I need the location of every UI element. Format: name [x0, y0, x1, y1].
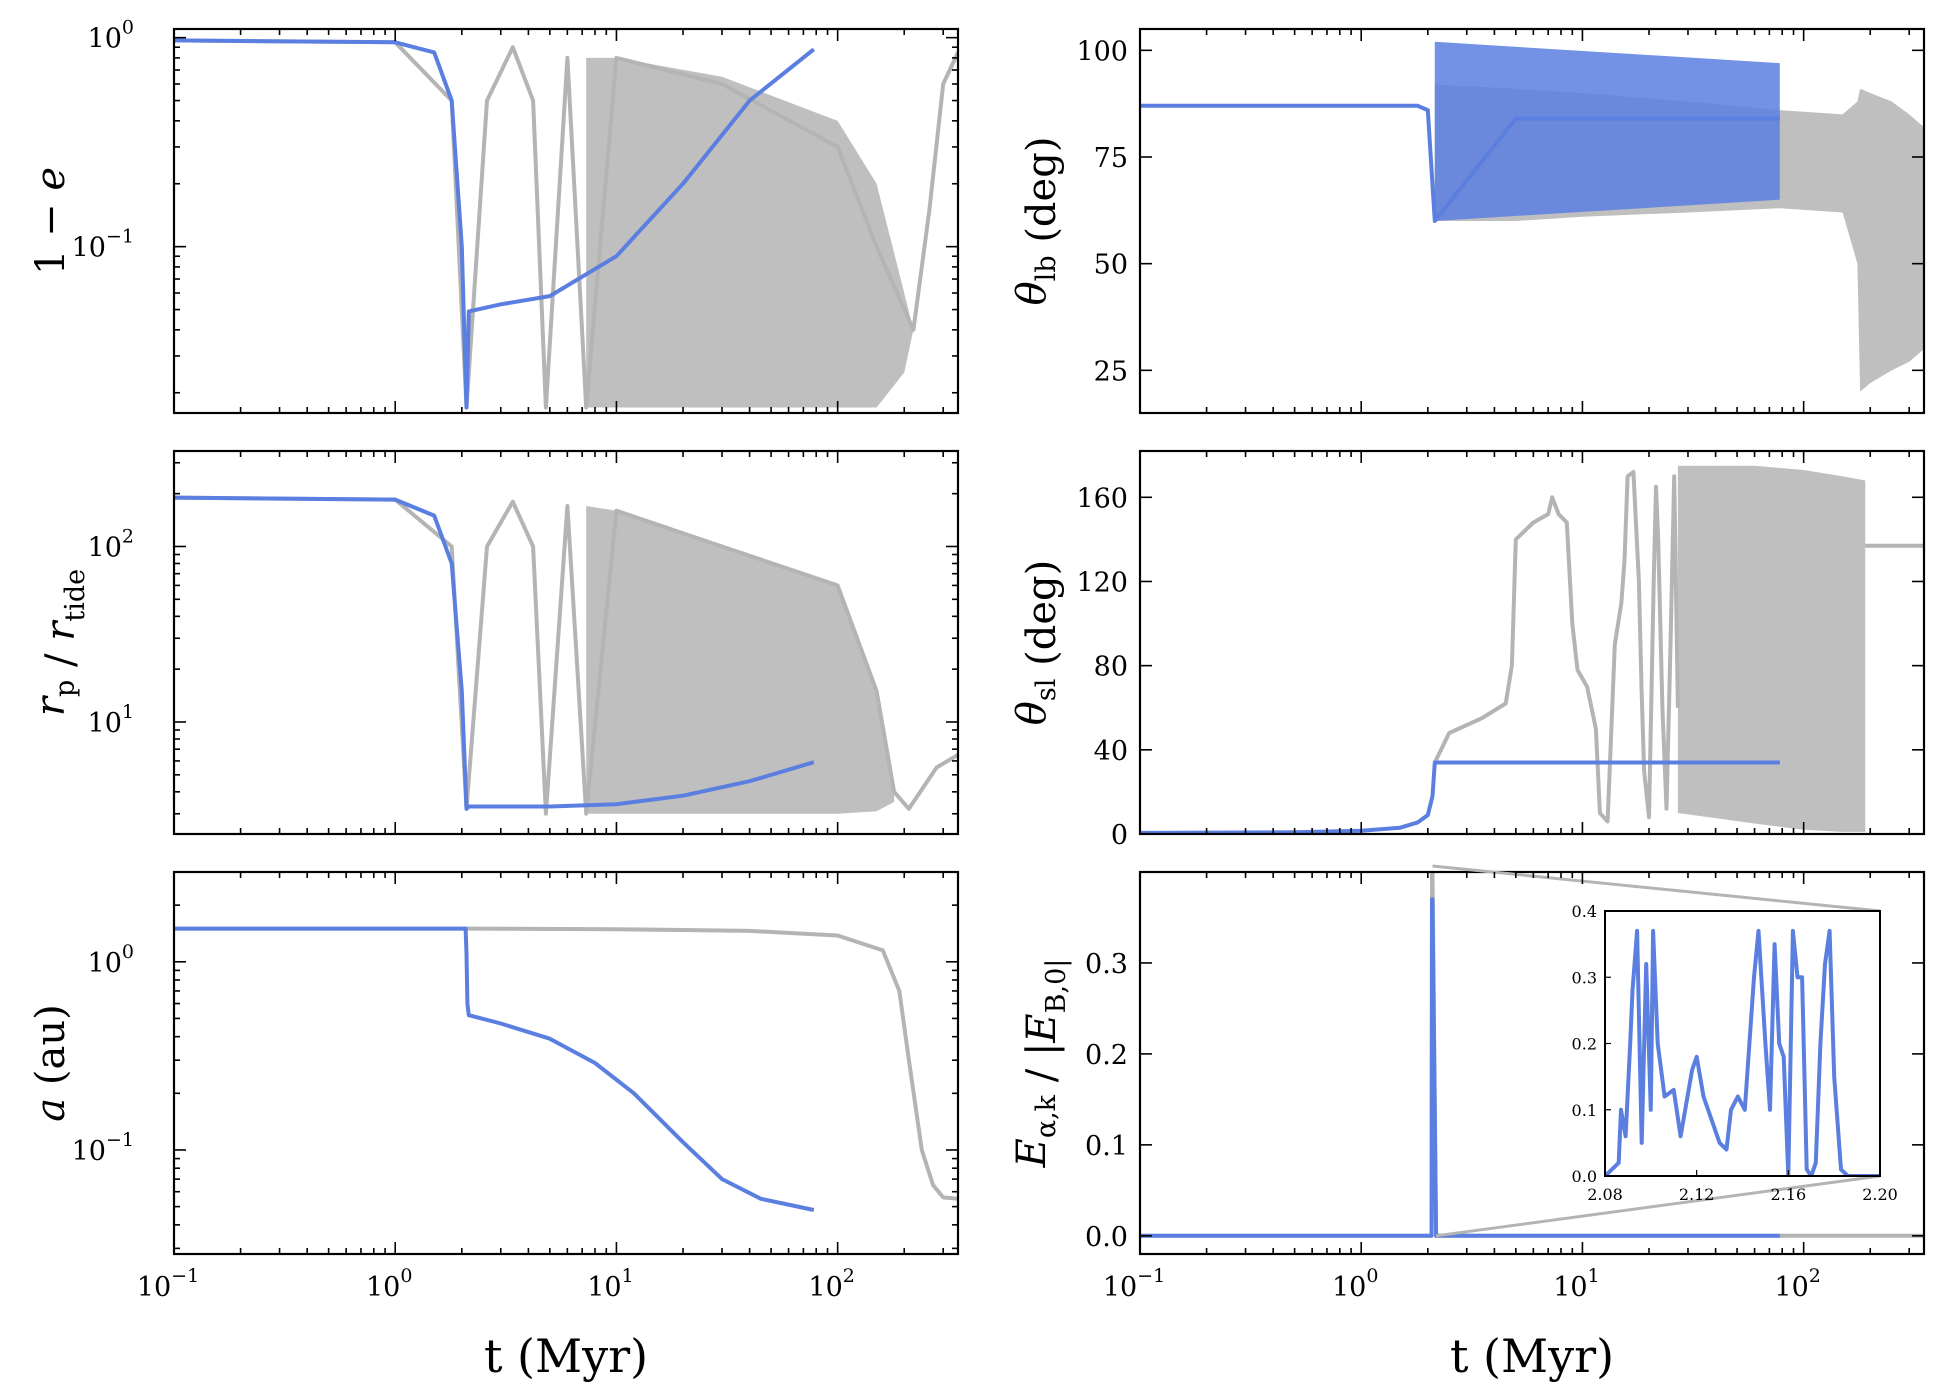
theta_sl-ytick-label: 40 — [1094, 736, 1128, 767]
theta_sl-ytick-label: 120 — [1076, 567, 1128, 598]
energy-series-blue — [1140, 897, 1780, 1238]
theta_sl-ytick-label: 0 — [1111, 820, 1128, 851]
inset-ytick-label: 0.2 — [1572, 1035, 1597, 1054]
ecc-y-axis-label: 1 − e — [28, 167, 74, 275]
x-axis-label-left: t (Myr) — [484, 1329, 648, 1383]
energy-xtick-label: 10−1 — [1103, 1265, 1165, 1303]
energy-xtick-label: 100 — [1332, 1265, 1378, 1303]
sma-xtick-label: 101 — [587, 1265, 633, 1303]
theta_lb-ytick-label: 100 — [1076, 36, 1128, 67]
theta_lb-ytick-label: 50 — [1094, 250, 1128, 281]
theta_sl-series-blue — [1140, 760, 1780, 834]
theta_sl-ytick-label: 160 — [1076, 483, 1128, 514]
rp-ytick-label: 102 — [88, 525, 134, 563]
rp-y-axis-label: rp / rtide — [28, 569, 91, 716]
ecc-ytick-label: 10−1 — [72, 226, 134, 264]
energy-xtick-label: 102 — [1774, 1265, 1820, 1303]
theta_lb-ytick-label: 75 — [1094, 143, 1128, 174]
sma-ytick-label: 100 — [88, 941, 134, 979]
inset-xtick-label: 2.12 — [1679, 1185, 1715, 1204]
sma-xtick-label: 10−1 — [137, 1265, 199, 1303]
inset-connector-top — [1432, 864, 1881, 913]
energy-y-axis-label: Eα,k / |EB,0| — [1009, 959, 1072, 1169]
sma-xtick-label: 100 — [366, 1265, 412, 1303]
inset-series-blue — [1605, 928, 1880, 1176]
energy-ytick-label: 0.3 — [1085, 949, 1128, 980]
theta_lb-ytick-label: 25 — [1094, 356, 1128, 387]
sma-xtick-label: 102 — [808, 1265, 854, 1303]
ecc-series-blue — [174, 38, 816, 410]
theta_sl-ytick-label: 80 — [1094, 652, 1128, 683]
x-axis-label-right: t (Myr) — [1450, 1329, 1614, 1383]
inset-connector-bottom — [1435, 1174, 1881, 1238]
sma-axes-frame — [172, 870, 960, 1256]
theta_sl-series-grey-envelope — [1677, 465, 1866, 832]
energy-axes-frame — [1138, 870, 1926, 1256]
sma-y-axis-label: a (au) — [28, 1004, 74, 1121]
sma-series-grey — [174, 926, 958, 1201]
theta_sl-y-axis-label: θsl (deg) — [1009, 560, 1065, 725]
theta_sl-axes-frame — [1138, 449, 1926, 836]
rp-axes-frame — [172, 449, 960, 836]
sma-ytick-label: 10−1 — [72, 1129, 134, 1167]
inset-xtick-label: 2.20 — [1862, 1185, 1898, 1204]
ecc-ytick-label: 100 — [88, 17, 134, 55]
theta_sl-series-grey — [1433, 470, 1680, 824]
inset-ytick-label: 0.1 — [1572, 1101, 1597, 1120]
rp-ytick-label: 101 — [88, 701, 134, 739]
inset-ytick-label: 0.0 — [1572, 1167, 1597, 1186]
energy-ytick-label: 0.1 — [1085, 1131, 1128, 1162]
sma-series-blue — [174, 926, 815, 1212]
theta_lb-series-blue-envelope — [1434, 41, 1780, 221]
energy-ytick-label: 0.0 — [1085, 1222, 1128, 1253]
inset-ytick-label: 0.3 — [1572, 968, 1597, 987]
theta_lb-axes-frame — [1138, 27, 1926, 415]
energy-xtick-label: 101 — [1553, 1265, 1599, 1303]
ecc-axes-frame — [172, 27, 960, 415]
rp-series-blue — [174, 495, 815, 811]
inset-ytick-label: 0.4 — [1572, 902, 1597, 921]
energy-ytick-label: 0.2 — [1085, 1040, 1128, 1071]
rp-series-grey-dense — [586, 506, 895, 814]
inset-xtick-label: 2.08 — [1587, 1185, 1623, 1204]
ecc-series-grey-dense — [586, 57, 914, 408]
theta_lb-y-axis-label: θlb (deg) — [1009, 137, 1065, 306]
inset-xtick-label: 2.16 — [1771, 1185, 1807, 1204]
